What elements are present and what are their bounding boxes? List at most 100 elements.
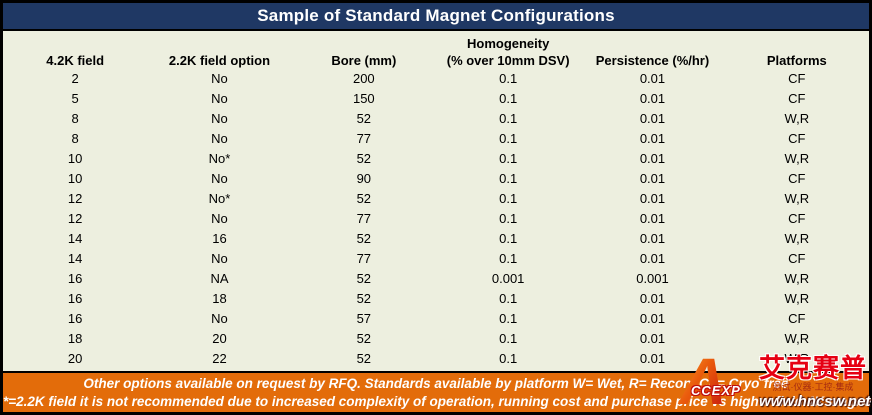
table-cell: 18 bbox=[67, 331, 83, 346]
table-cell: 18 bbox=[212, 291, 227, 306]
footer-notes: Other options available on request by RF… bbox=[3, 371, 872, 412]
table-row: 5 No 150 0.1 0.01 CF bbox=[3, 89, 869, 109]
table-row: 14 No 77 0.1 0.01 CF bbox=[3, 249, 869, 269]
table-cell: 52 bbox=[356, 271, 372, 286]
table-cell: 77 bbox=[356, 211, 372, 226]
table-cell: 57 bbox=[356, 311, 372, 326]
table-cell: 8 bbox=[71, 111, 79, 126]
table-cell: 52 bbox=[356, 331, 372, 346]
header-group-row: Homogeneity bbox=[3, 35, 869, 52]
table-row: 16 No 57 0.1 0.01 CF bbox=[3, 309, 869, 329]
table-row: 20 22 52 0.1 0.01 W,R bbox=[3, 349, 869, 369]
table-cell: 52 bbox=[356, 191, 372, 206]
table-cell: 0.01 bbox=[639, 131, 666, 146]
header-group-spacer bbox=[580, 35, 724, 52]
table-cell: 5 bbox=[71, 91, 79, 106]
table-row: 12 No* 52 0.1 0.01 W,R bbox=[3, 189, 869, 209]
table-cell: 0.1 bbox=[499, 111, 518, 126]
table-row: 12 No 77 0.1 0.01 CF bbox=[3, 209, 869, 229]
table-cell: 14 bbox=[67, 231, 83, 246]
footer-note-line-1: Other options available on request by RF… bbox=[83, 376, 789, 391]
table-cell: No bbox=[211, 171, 228, 186]
table-cell: 0.01 bbox=[639, 351, 666, 366]
table-cell: 0.1 bbox=[499, 171, 518, 186]
table-cell: 0.01 bbox=[639, 251, 666, 266]
table-row: 10 No 90 0.1 0.01 CF bbox=[3, 169, 869, 189]
table-cell: CF bbox=[788, 71, 806, 86]
table-cell: 0.01 bbox=[639, 291, 666, 306]
table-cell: W,R bbox=[784, 191, 810, 206]
table-cell: 0.01 bbox=[639, 231, 666, 246]
magnet-config-table: Homogeneity 4.2K field 2.2K field option… bbox=[3, 31, 869, 371]
table-cell: CF bbox=[788, 131, 806, 146]
table-cell: 90 bbox=[356, 171, 372, 186]
table-cell: W,R bbox=[784, 231, 810, 246]
table-cell: 0.01 bbox=[639, 171, 666, 186]
footer-note-line-2: *=2.2K field it is not recommended due t… bbox=[3, 394, 872, 409]
table-cell: 0.001 bbox=[491, 271, 525, 286]
table-cell: 0.01 bbox=[639, 311, 666, 326]
page-title: Sample of Standard Magnet Configurations bbox=[3, 3, 869, 29]
table-cell: 0.01 bbox=[639, 191, 666, 206]
header-group-spacer bbox=[147, 35, 291, 52]
table-cell: W,R bbox=[784, 111, 810, 126]
table-cell: 8 bbox=[71, 131, 79, 146]
table-cell: 0.1 bbox=[499, 91, 518, 106]
table-body: 2 No 200 0.1 0.01 CF 5 No 150 0.1 0.01 CF 8 No 52 0.1 0.… bbox=[3, 69, 869, 369]
table-cell: No bbox=[211, 211, 228, 226]
title-divider bbox=[3, 29, 869, 31]
table-cell: 0.1 bbox=[499, 131, 518, 146]
header-group-spacer bbox=[3, 35, 147, 52]
table-cell: 22 bbox=[212, 351, 227, 366]
table-cell: W,R bbox=[784, 351, 810, 366]
table-cell: 52 bbox=[356, 231, 372, 246]
table-cell: 10 bbox=[67, 151, 83, 166]
column-header-homogeneity-units: (% over 10mm DSV) bbox=[446, 53, 570, 68]
table-cell: W,R bbox=[784, 291, 810, 306]
header-group-spacer bbox=[292, 35, 436, 52]
table-cell: No* bbox=[208, 191, 231, 206]
table-cell: 0.01 bbox=[639, 211, 666, 226]
table-row: 8 No 52 0.1 0.01 W,R bbox=[3, 109, 869, 129]
table-cell: 0.1 bbox=[499, 231, 518, 246]
table-cell: 0.1 bbox=[499, 191, 518, 206]
table-cell: NA bbox=[210, 271, 229, 286]
table-cell: 2 bbox=[71, 71, 79, 86]
table-cell: No bbox=[211, 131, 228, 146]
table-cell: 10 bbox=[67, 171, 83, 186]
table-cell: 20 bbox=[67, 351, 83, 366]
column-group-header-homogeneity: Homogeneity bbox=[466, 36, 550, 51]
column-header-4-2k-field: 4.2K field bbox=[46, 53, 105, 68]
table-cell: 200 bbox=[352, 71, 375, 86]
header-group-spacer bbox=[725, 35, 869, 52]
table-cell: 0.001 bbox=[636, 271, 669, 286]
table-cell: 52 bbox=[356, 291, 372, 306]
table-cell: 0.1 bbox=[499, 71, 518, 86]
column-header-2-2k-field-option: 2.2K field option bbox=[168, 53, 271, 68]
table-cell: 77 bbox=[356, 251, 372, 266]
column-header-platforms: Platforms bbox=[766, 53, 827, 68]
table-cell: 150 bbox=[352, 91, 375, 106]
table-cell: 0.1 bbox=[499, 351, 518, 366]
table-cell: No bbox=[211, 111, 228, 126]
table-cell: 16 bbox=[67, 291, 83, 306]
table-cell: No* bbox=[208, 151, 231, 166]
column-header-row: 4.2K field 2.2K field option Bore (mm) (… bbox=[3, 52, 869, 69]
table-cell: 12 bbox=[67, 191, 83, 206]
table-row: 8 No 77 0.1 0.01 CF bbox=[3, 129, 869, 149]
column-header-bore-mm: Bore (mm) bbox=[331, 53, 397, 68]
table-cell: W,R bbox=[784, 271, 810, 286]
table-cell: 20 bbox=[212, 331, 227, 346]
table-cell: CF bbox=[788, 311, 806, 326]
table-cell: W,R bbox=[784, 151, 810, 166]
table-cell: 0.01 bbox=[639, 111, 666, 126]
table-cell: 0.1 bbox=[499, 151, 518, 166]
table-row: 18 20 52 0.1 0.01 W,R bbox=[3, 329, 869, 349]
table-cell: CF bbox=[788, 171, 806, 186]
table-row: 14 16 52 0.1 0.01 W,R bbox=[3, 229, 869, 249]
table-cell: 0.01 bbox=[639, 91, 666, 106]
table-cell: CF bbox=[788, 211, 806, 226]
table-cell: 52 bbox=[356, 111, 372, 126]
table-cell: 0.01 bbox=[639, 151, 666, 166]
